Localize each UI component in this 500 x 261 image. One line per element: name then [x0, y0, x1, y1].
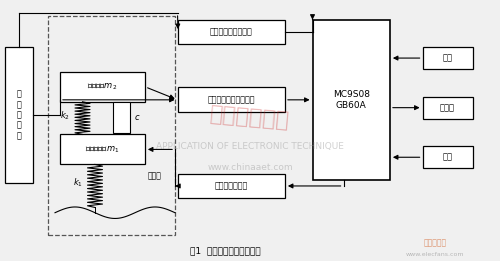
- Bar: [178, 174, 285, 198]
- Text: 图1  单片机控制系统总框图: 图1 单片机控制系统总框图: [190, 246, 260, 255]
- Bar: [422, 47, 472, 69]
- Text: 电子发烧友: 电子发烧友: [424, 238, 446, 247]
- Text: 加速度检测与放大电路: 加速度检测与放大电路: [208, 95, 255, 104]
- Text: $k_1$: $k_1$: [72, 177, 83, 189]
- Text: 高
度
传
感
器: 高 度 传 感 器: [16, 90, 21, 140]
- Bar: [112, 102, 130, 133]
- Text: 电磁阀: 电磁阀: [148, 171, 162, 180]
- Text: 簧载质量$m_2$: 簧载质量$m_2$: [88, 81, 118, 92]
- Text: 按键: 按键: [442, 54, 452, 63]
- Text: www.elecfans.com: www.elecfans.com: [406, 252, 464, 257]
- Text: 电子技术应用: 电子技术应用: [209, 104, 291, 131]
- Bar: [422, 146, 472, 168]
- Bar: [48, 16, 175, 235]
- Bar: [5, 47, 32, 183]
- Text: APPLICATION OF ELECTRONIC TECHNIQUE: APPLICATION OF ELECTRONIC TECHNIQUE: [156, 142, 344, 151]
- Text: $c$: $c$: [134, 113, 140, 122]
- Bar: [312, 20, 390, 180]
- Text: 车速: 车速: [442, 153, 452, 162]
- Text: 非簧载质量$m_1$: 非簧载质量$m_1$: [86, 144, 119, 155]
- Bar: [422, 97, 472, 119]
- Bar: [60, 134, 145, 164]
- Bar: [60, 72, 145, 102]
- Text: $k_2$: $k_2$: [60, 109, 70, 122]
- Text: MC9S08
GB60A: MC9S08 GB60A: [333, 90, 370, 110]
- Text: 高度传感器检测电路: 高度传感器检测电路: [210, 27, 252, 37]
- Bar: [178, 87, 285, 112]
- Text: 电磁阀驱动电路: 电磁阀驱动电路: [214, 181, 248, 191]
- Text: 指示灯: 指示灯: [440, 103, 455, 112]
- Bar: [178, 20, 285, 44]
- Text: www.chinaaet.com: www.chinaaet.com: [207, 163, 293, 171]
